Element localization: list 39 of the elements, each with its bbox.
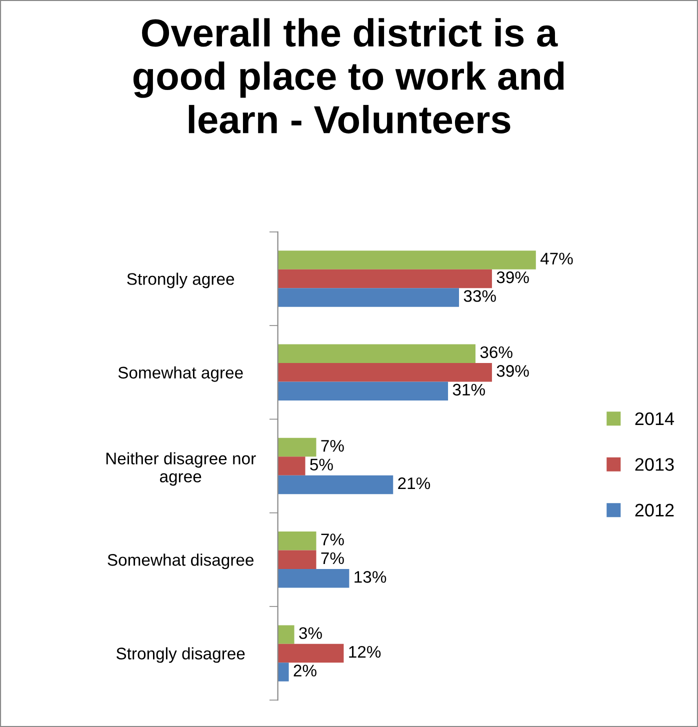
bar xyxy=(278,269,492,288)
data-label: 12% xyxy=(349,646,381,658)
bar xyxy=(278,250,536,270)
bar xyxy=(278,344,476,364)
data-label: 5% xyxy=(310,458,333,470)
bar xyxy=(278,456,306,476)
data-label: 31% xyxy=(452,384,485,396)
bar xyxy=(278,288,460,307)
data-label: 39% xyxy=(496,365,529,377)
data-label: 3% xyxy=(299,627,322,640)
chart-title: Overall the district is a good place to work and learn - Volunteers xyxy=(133,18,564,134)
bar xyxy=(278,644,344,663)
data-label: 7% xyxy=(321,552,344,564)
data-label: 36% xyxy=(480,346,512,358)
y-tick-label: Neither disagree nor agree xyxy=(106,452,256,486)
data-label: 2% xyxy=(294,664,316,676)
data-label: 33% xyxy=(464,290,496,302)
data-label: 47% xyxy=(540,252,573,264)
bar xyxy=(278,532,316,550)
y-tick-label: Somewhat agree xyxy=(118,366,243,382)
y-tick-label: Strongly agree xyxy=(127,272,234,288)
bar xyxy=(278,382,448,400)
data-label: 7% xyxy=(321,440,344,452)
legend-label: 2013 xyxy=(635,458,674,471)
bar xyxy=(278,363,492,382)
legend-label: 2012 xyxy=(635,504,674,517)
legend-label: 2014 xyxy=(635,412,674,426)
bar xyxy=(278,662,289,682)
y-tick-label: Strongly disagree xyxy=(116,647,245,663)
data-label: 7% xyxy=(321,534,344,546)
bar xyxy=(278,475,394,494)
data-label: 13% xyxy=(354,571,386,583)
data-label: 39% xyxy=(496,271,529,284)
bar xyxy=(278,438,316,457)
data-label: 21% xyxy=(398,477,430,490)
y-tick-label: Somewhat disagree xyxy=(108,554,254,570)
bar xyxy=(278,550,316,570)
bar xyxy=(278,625,294,644)
bar xyxy=(278,569,350,588)
